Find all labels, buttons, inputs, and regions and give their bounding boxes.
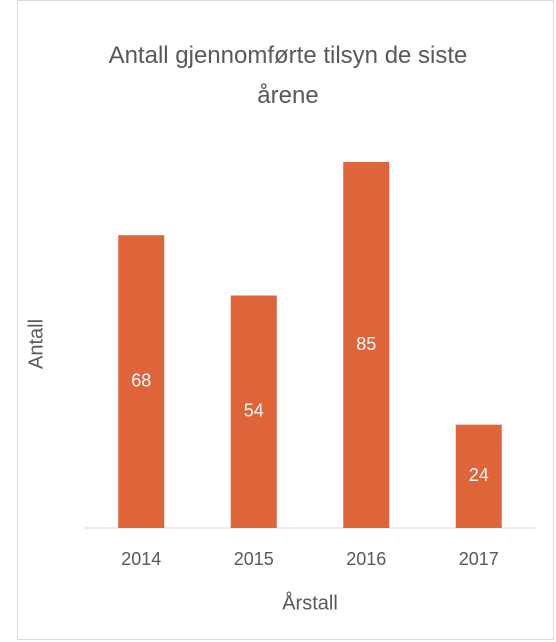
x-tick-label: 2014 [121,549,161,569]
bar [343,162,390,528]
bar [455,424,502,528]
chart-title: Antall gjennomførte tilsyn de siste åren… [108,42,468,109]
bar [118,235,165,528]
chart-frame [17,0,554,640]
bar [230,295,277,528]
data-label: 54 [244,401,264,421]
x-tick-label: 2016 [346,549,386,569]
data-label: 85 [356,334,376,354]
x-axis-label: Årstall [282,591,338,614]
data-label: 24 [469,465,489,485]
x-tick-label: 2017 [459,549,499,569]
y-axis-label: Antall [25,319,47,369]
x-tick-label: 2015 [234,549,274,569]
data-label: 68 [131,370,151,390]
